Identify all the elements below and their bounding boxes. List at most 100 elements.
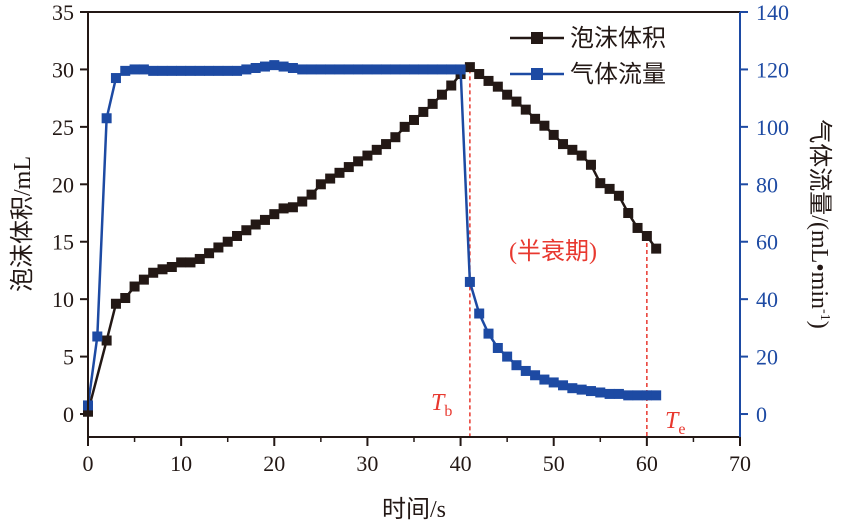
series-1-point — [232, 65, 243, 76]
series-1-point — [381, 64, 392, 75]
series-0-point — [558, 139, 569, 150]
right-y-tick-label: 40 — [756, 287, 778, 312]
left-y-tick-label: 5 — [63, 345, 74, 370]
te-label: Te — [665, 408, 685, 438]
series-1-point — [567, 383, 578, 394]
series-0-point — [548, 129, 559, 140]
series-0-point — [166, 262, 177, 272]
series-0-point — [101, 335, 112, 346]
series-1-point — [623, 390, 634, 401]
series-1-point — [502, 351, 513, 362]
series-1-point — [418, 64, 429, 75]
series-1-point — [474, 308, 485, 319]
series-0-point — [204, 248, 215, 259]
series-1-point — [464, 276, 475, 287]
dashed-markers — [469, 69, 648, 437]
tb-label: Tb — [431, 390, 452, 420]
series-1-point — [520, 365, 531, 376]
x-tick-label: 10 — [170, 451, 192, 476]
series-1-point — [595, 387, 606, 398]
series-1-point — [166, 65, 177, 76]
series-1-point — [343, 64, 354, 75]
series-1-point — [92, 331, 103, 342]
series-0-point — [651, 243, 662, 254]
x-tick-label: 70 — [729, 451, 751, 476]
series-1-point — [353, 64, 364, 75]
series-1-point — [446, 64, 457, 75]
series-1-point — [576, 384, 587, 395]
series-0-point — [315, 179, 326, 190]
x-tick-label: 0 — [83, 451, 94, 476]
series-1-point — [129, 64, 140, 75]
x-tick-label: 50 — [543, 451, 565, 476]
series-0-point — [604, 183, 615, 194]
series-0-point — [176, 257, 187, 268]
series-1-point — [269, 60, 280, 71]
right-y-tick-label: 80 — [756, 172, 778, 197]
right-y-axis-title-main: 气体流量/(mL•min — [806, 119, 833, 309]
x-tick-label: 40 — [450, 451, 472, 476]
series-0-point — [232, 230, 243, 241]
left-y-tick-label: 15 — [52, 230, 74, 255]
series-1-point — [325, 64, 336, 75]
series-0-point — [129, 281, 140, 292]
x-tick-label: 60 — [636, 451, 658, 476]
series-0-point — [241, 225, 252, 236]
series-1-point — [306, 64, 317, 75]
series-1-point — [120, 65, 131, 76]
ticks-layer: 0 10 20 30 40 50 60 700510152025303502040608010… — [52, 0, 789, 476]
left-y-tick-label: 35 — [52, 0, 74, 25]
series-line-1 — [86, 63, 657, 406]
series-1-point — [511, 360, 522, 371]
right-y-tick-label: 0 — [756, 402, 767, 427]
series-0-point — [297, 196, 308, 207]
left-y-axis-title: 泡沫体积/mL — [9, 156, 36, 292]
series-1-point — [204, 65, 215, 76]
legend-marker-gas-flow — [531, 68, 543, 80]
series-1-point — [455, 64, 466, 75]
right-y-axis-title: 气体流量/(mL•min-1) — [806, 119, 833, 328]
series-1-point — [278, 61, 289, 72]
series-0-point — [325, 173, 336, 184]
series-0-point — [120, 293, 131, 304]
series-0-point — [492, 81, 503, 92]
series-1-point — [539, 374, 550, 385]
series-0-point — [353, 156, 364, 167]
series-1-point — [287, 62, 298, 73]
x-tick-label: 20 — [263, 451, 285, 476]
series-1-point — [390, 64, 401, 75]
series-0-point — [334, 167, 345, 178]
series-0-point — [381, 139, 392, 150]
series-0-point — [390, 132, 401, 143]
series-0-point — [585, 159, 596, 170]
series-1-point — [492, 342, 503, 353]
series-0-point — [483, 75, 494, 86]
tb-label-sub: b — [444, 403, 452, 420]
series-0-point — [278, 203, 289, 214]
series-0-point — [632, 222, 643, 233]
tb-label-main: T — [431, 390, 446, 416]
series-0-point — [613, 190, 624, 201]
series-0-point — [287, 202, 298, 213]
series-1-point — [176, 65, 187, 76]
series-0-point — [474, 69, 485, 80]
series-0-point — [138, 274, 149, 285]
te-label-sub: e — [678, 421, 685, 438]
series-0-point — [250, 219, 261, 230]
series-0-point — [148, 267, 159, 278]
te-label-main: T — [665, 408, 680, 434]
series-1-point — [585, 386, 596, 397]
legend-label-gas-flow: 气体流量 — [570, 61, 666, 88]
series-1-point — [362, 64, 373, 75]
series-0-point — [185, 257, 196, 268]
left-y-tick-label: 30 — [52, 57, 74, 82]
x-tick-label: 30 — [356, 451, 378, 476]
series-1-point — [641, 390, 652, 401]
series-1-point — [613, 388, 624, 399]
series-1-point — [194, 65, 205, 76]
series-1-point — [157, 65, 168, 76]
series-0-point — [502, 89, 513, 100]
series-0-point — [436, 89, 447, 100]
series-1-point — [148, 65, 159, 76]
